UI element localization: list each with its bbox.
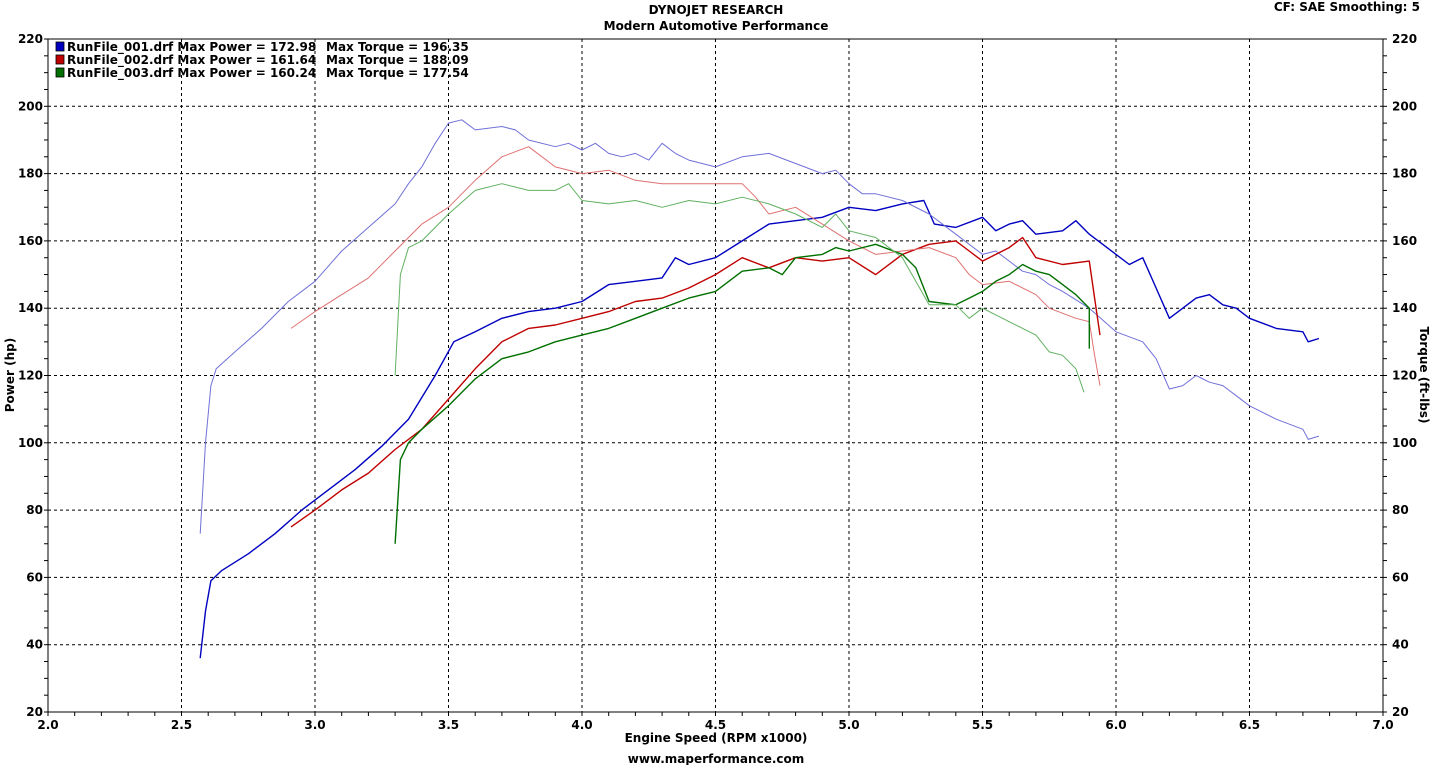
y-tick-label-left: 40 bbox=[26, 638, 43, 652]
y-tick-label-right: 100 bbox=[1392, 436, 1417, 450]
series-line-runfile-002-drf-torque bbox=[290, 146, 1101, 386]
y-tick-label-left: 160 bbox=[18, 234, 43, 248]
x-tick-label: 4.5 bbox=[705, 718, 726, 732]
x-tick-label: 6.5 bbox=[1239, 718, 1260, 732]
y-tick-label-right: 200 bbox=[1392, 99, 1417, 113]
y-axis-label-left: Power (hp) bbox=[3, 338, 17, 412]
series-line-runfile-001-drf-power bbox=[199, 199, 1320, 659]
y-tick-label-right: 40 bbox=[1392, 638, 1409, 652]
y-tick-label-right: 60 bbox=[1392, 570, 1409, 584]
legend: RunFile_001.drf Max Power = 172.98 Max To… bbox=[55, 40, 469, 81]
legend-power-label: RunFile_003.drf Max Power = 160.24 bbox=[67, 66, 316, 81]
y-tick-label-right: 20 bbox=[1392, 705, 1409, 719]
y-axis-label-right: Torque (ft-lbs) bbox=[1417, 327, 1431, 424]
x-tick-label: 2.5 bbox=[171, 718, 192, 732]
y-tick-label-right: 160 bbox=[1392, 234, 1417, 248]
y-tick-label-right: 80 bbox=[1392, 503, 1409, 517]
x-tick-label: 5.0 bbox=[838, 718, 859, 732]
chart-subtitle: Modern Automotive Performance bbox=[604, 19, 829, 33]
chart-title: DYNOJET RESEARCH bbox=[649, 3, 784, 17]
legend-swatch bbox=[55, 41, 65, 52]
legend-torque-label: Max Torque = 188.09 bbox=[326, 53, 469, 67]
legend-swatch bbox=[55, 54, 65, 65]
footer-url: www.maperformance.com bbox=[628, 752, 805, 765]
y-tick-label-left: 120 bbox=[18, 369, 43, 383]
settings-label: CF: SAE Smoothing: 5 bbox=[1274, 0, 1420, 14]
y-tick-label-right: 120 bbox=[1392, 369, 1417, 383]
y-tick-label-left: 200 bbox=[18, 99, 43, 113]
x-tick-label: 5.5 bbox=[972, 718, 993, 732]
y-tick-label-left: 20 bbox=[26, 705, 43, 719]
y-tick-label-left: 60 bbox=[26, 570, 43, 584]
x-tick-label: 2.0 bbox=[37, 718, 58, 732]
y-tick-label-right: 220 bbox=[1392, 32, 1417, 46]
legend-swatch bbox=[55, 67, 65, 78]
legend-torque-label: Max Torque = 196.35 bbox=[326, 40, 469, 54]
x-axis-label: Engine Speed (RPM x1000) bbox=[625, 731, 808, 745]
series-line-runfile-003-drf-torque bbox=[394, 183, 1085, 393]
x-tick-label: 6.0 bbox=[1105, 718, 1126, 732]
x-tick-label: 4.0 bbox=[571, 718, 592, 732]
series-layer bbox=[199, 119, 1320, 659]
y-tick-label-right: 180 bbox=[1392, 167, 1417, 181]
x-tick-label: 3.5 bbox=[438, 718, 459, 732]
y-tick-label-left: 140 bbox=[18, 301, 43, 315]
legend-torque-label: Max Torque = 177.54 bbox=[326, 66, 469, 80]
series-line-runfile-003-drf-power bbox=[394, 243, 1091, 544]
y-tick-label-left: 100 bbox=[18, 436, 43, 450]
series-line-runfile-002-drf-power bbox=[290, 236, 1101, 528]
y-tick-label-left: 80 bbox=[26, 503, 43, 517]
legend-power-label: RunFile_002.drf Max Power = 161.64 bbox=[67, 53, 316, 68]
series-line-runfile-001-drf-torque bbox=[199, 119, 1320, 534]
y-tick-label-left: 220 bbox=[18, 32, 43, 46]
y-tick-label-right: 140 bbox=[1392, 301, 1417, 315]
grid bbox=[48, 39, 1383, 712]
x-tick-label: 7.0 bbox=[1372, 718, 1393, 732]
x-tick-label: 3.0 bbox=[304, 718, 325, 732]
y-tick-label-left: 180 bbox=[18, 167, 43, 181]
legend-power-label: RunFile_001.drf Max Power = 172.98 bbox=[67, 40, 316, 55]
